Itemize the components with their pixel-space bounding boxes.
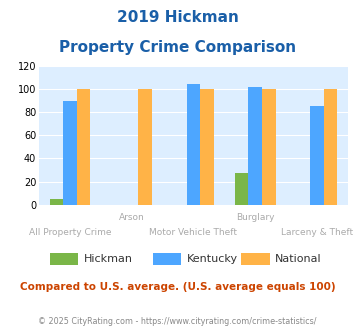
Text: Hickman: Hickman: [83, 254, 132, 264]
Bar: [63, 101, 77, 205]
Text: Burglary: Burglary: [236, 213, 274, 222]
Bar: [235, 174, 248, 205]
Bar: [200, 89, 214, 205]
Text: Kentucky: Kentucky: [186, 254, 237, 264]
Text: © 2025 CityRating.com - https://www.cityrating.com/crime-statistics/: © 2025 CityRating.com - https://www.city…: [38, 317, 317, 326]
Bar: [324, 89, 337, 205]
Bar: [310, 106, 324, 205]
Text: Compared to U.S. average. (U.S. average equals 100): Compared to U.S. average. (U.S. average …: [20, 282, 335, 292]
Text: Motor Vehicle Theft: Motor Vehicle Theft: [149, 228, 237, 237]
Text: Arson: Arson: [119, 213, 144, 222]
Bar: [248, 87, 262, 205]
Bar: [138, 89, 152, 205]
Bar: [77, 89, 90, 205]
Bar: [50, 199, 63, 205]
Text: 2019 Hickman: 2019 Hickman: [116, 10, 239, 25]
Text: Larceny & Theft: Larceny & Theft: [281, 228, 353, 237]
Text: All Property Crime: All Property Crime: [29, 228, 111, 237]
Text: National: National: [275, 254, 322, 264]
Bar: [187, 84, 200, 205]
Text: Property Crime Comparison: Property Crime Comparison: [59, 40, 296, 54]
Bar: [262, 89, 275, 205]
